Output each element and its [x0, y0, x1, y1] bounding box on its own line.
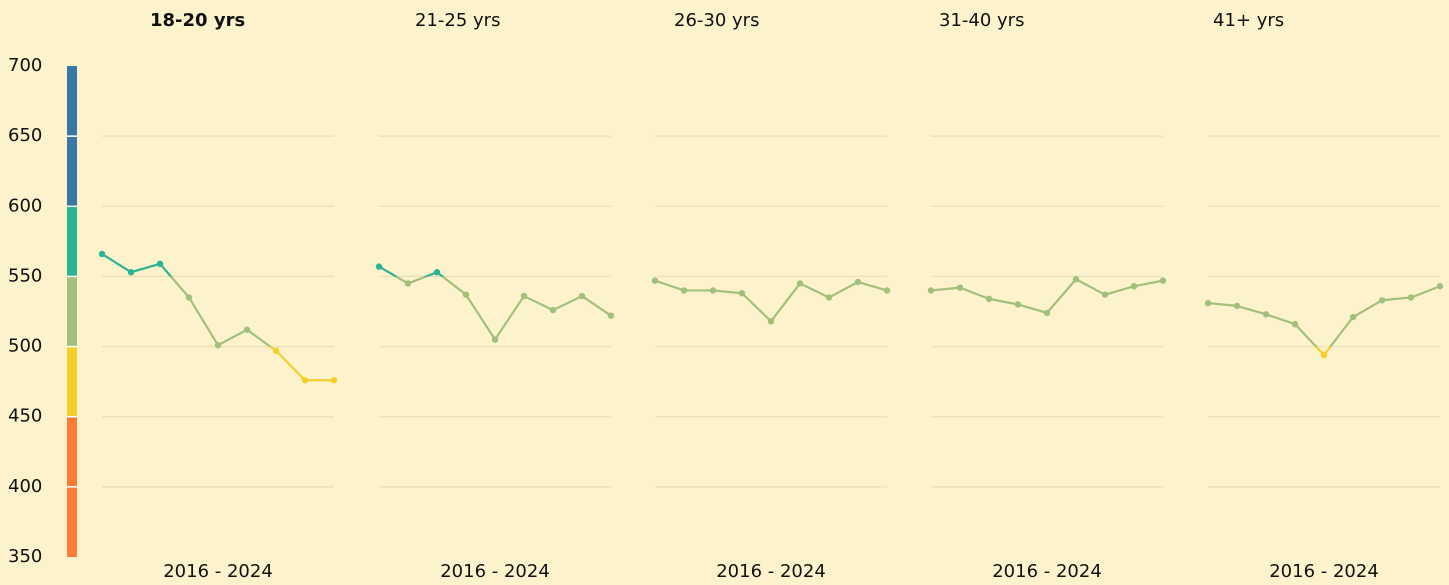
color-band: [67, 276, 77, 347]
point: [767, 318, 775, 325]
point: [1159, 277, 1167, 284]
point: [956, 284, 964, 291]
color-band: [67, 346, 77, 417]
point: [1014, 301, 1022, 308]
point: [1204, 299, 1212, 307]
point: [1262, 311, 1270, 318]
point: [680, 287, 688, 294]
x-axis-label: 2016 - 2024: [716, 561, 826, 582]
point: [1291, 320, 1299, 328]
point: [214, 341, 222, 349]
y-tick-label: 700: [8, 55, 42, 76]
x-axis-label: 2016 - 2024: [163, 561, 273, 582]
point: [709, 287, 717, 294]
point: [1378, 297, 1386, 304]
point: [375, 263, 383, 270]
point: [1233, 302, 1241, 310]
x-axis-label: 2016 - 2024: [1269, 561, 1379, 582]
point: [272, 347, 280, 354]
y-tick-label: 400: [8, 476, 42, 497]
color-band: [67, 206, 77, 277]
point: [651, 277, 659, 284]
point: [796, 280, 804, 287]
panel-title: 41+ yrs: [1213, 10, 1284, 31]
panel-title: 26-30 yrs: [674, 10, 759, 31]
point: [1349, 313, 1357, 321]
point: [1320, 351, 1328, 359]
panel-title: 21-25 yrs: [415, 10, 500, 31]
point: [520, 292, 528, 300]
y-tick-label: 600: [8, 195, 42, 216]
point: [127, 269, 135, 276]
point: [1072, 276, 1080, 283]
y-tick-label: 500: [8, 336, 42, 357]
point: [883, 287, 891, 294]
point: [607, 312, 615, 319]
point: [738, 290, 746, 297]
panel-title: 31-40 yrs: [939, 10, 1024, 31]
point: [243, 326, 251, 333]
point: [1043, 309, 1051, 317]
point: [404, 280, 412, 287]
point: [330, 377, 338, 384]
point: [1407, 294, 1415, 301]
point: [462, 291, 470, 298]
y-tick-label: 450: [8, 406, 42, 427]
point: [301, 377, 309, 384]
point: [491, 336, 499, 343]
x-axis-label: 2016 - 2024: [440, 561, 550, 582]
point: [854, 278, 862, 286]
point: [156, 260, 164, 268]
y-tick-label: 550: [8, 265, 42, 286]
point: [185, 294, 193, 301]
point: [578, 292, 586, 300]
point: [985, 295, 993, 303]
color-band: [67, 66, 77, 137]
color-band: [67, 486, 77, 557]
x-axis-label: 2016 - 2024: [992, 561, 1102, 582]
color-band: [67, 136, 77, 207]
panel-title: 18-20 yrs: [150, 10, 245, 31]
y-tick-label: 650: [8, 125, 42, 146]
y-tick-label: 350: [8, 546, 42, 567]
point: [549, 306, 557, 314]
point: [927, 287, 935, 294]
point: [1101, 291, 1109, 298]
point: [98, 250, 106, 258]
color-band: [67, 416, 77, 487]
point: [1130, 283, 1138, 290]
point: [433, 269, 441, 276]
point: [1436, 283, 1444, 290]
point: [825, 294, 833, 301]
